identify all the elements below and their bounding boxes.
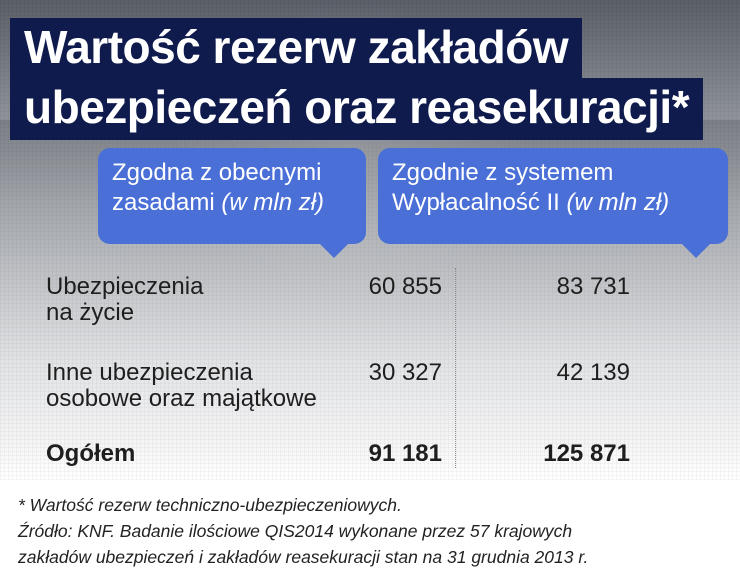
cell-total-current: 91 181 [368,440,442,467]
row-label-other: Inne ubezpieczenia osobowe oraz majątkow… [46,360,317,412]
column-header-1-unit: (w mln zł) [221,189,325,216]
column-header-current-rules: Zgodna z obecnymi zasadami (w mln zł) [98,148,366,258]
cell-life-current: 60 855 [368,273,442,300]
row-label-other-line2: osobowe oraz majątkowe [46,385,317,412]
column-header-2-line1: Zgodnie z systemem [392,159,614,186]
source-line-2: zakładów ubezpieczeń i zakładów reasekur… [18,547,589,567]
column-header-1-line2-plain: zasadami [112,189,222,216]
row-label-total-line1: Ogółem [46,440,136,467]
title-line-2: ubezpieczeń oraz reasekuracji* [10,78,704,140]
column-header-1-line1: Zgodna z obecnymi [112,159,322,186]
row-label-total: Ogółem [46,441,135,467]
row-label-life: Ubezpieczenia na życie [46,274,203,326]
column-header-2-unit: (w mln zł) [566,189,670,216]
cell-other-current: 30 327 [368,359,442,386]
row-label-life-line2: na życie [46,299,135,326]
column-divider [455,268,456,468]
row-label-other-line1: Inne ubezpieczenia [46,359,253,386]
cell-other-solvency: 42 139 [556,359,630,386]
title-line-1: Wartość rezerw zakładów [10,18,583,78]
column-header-1-line2: zasadami (w mln zł) [112,188,352,218]
cell-life-solvency: 83 731 [556,273,630,300]
column-header-2-line2-plain: Wypłacalność II [392,189,567,216]
column-header-solvency-ii: Zgodnie z systemem Wypłacalność II (w ml… [378,148,728,258]
row-label-life-line1: Ubezpieczenia [46,273,204,300]
source-line-1: Źródło: KNF. Badanie ilościowe QIS2014 w… [18,521,573,541]
cell-total-solvency: 125 871 [543,440,630,467]
column-header-2-line2: Wypłacalność II (w mln zł) [392,188,714,218]
footnote: * Wartość rezerw techniczno-ubezpieczeni… [18,495,402,515]
